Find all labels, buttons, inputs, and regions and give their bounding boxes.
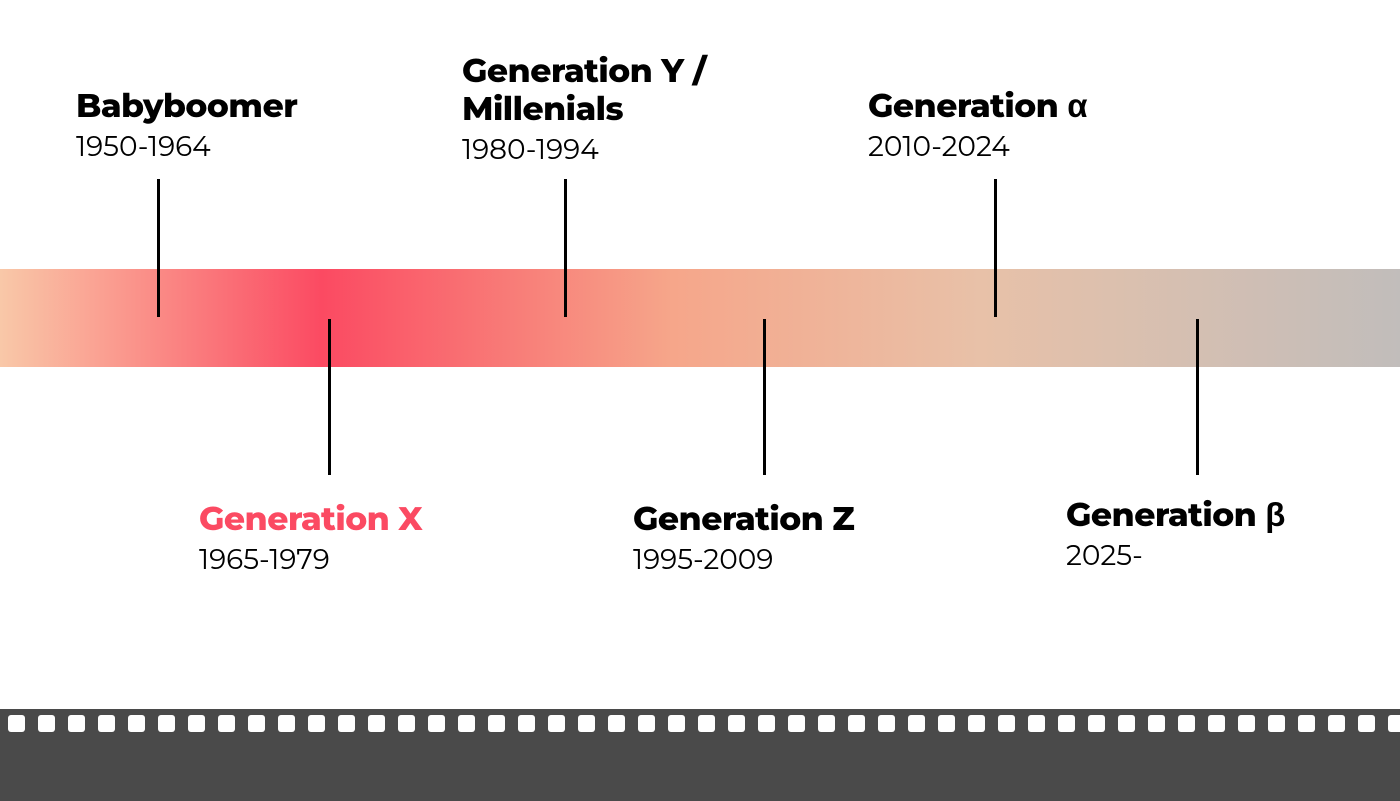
- film-hole: [1028, 715, 1045, 732]
- generation-gen-beta: Generation β 2025-: [1066, 497, 1285, 573]
- film-hole: [128, 715, 145, 732]
- generation-title: Generation X: [199, 501, 422, 539]
- film-hole: [1208, 715, 1225, 732]
- film-hole: [578, 715, 595, 732]
- film-hole: [788, 715, 805, 732]
- generation-title: Generation α: [868, 88, 1087, 126]
- tick-gen-y: [564, 179, 567, 317]
- generation-title: Generation Y / Millenials: [462, 53, 706, 129]
- film-hole: [698, 715, 715, 732]
- generation-years: 2010-2024: [868, 130, 1087, 164]
- film-hole: [68, 715, 85, 732]
- film-hole: [908, 715, 925, 732]
- film-hole: [338, 715, 355, 732]
- film-hole: [308, 715, 325, 732]
- generation-years: 1965-1979: [199, 543, 422, 577]
- film-hole: [428, 715, 445, 732]
- generation-years: 1950-1964: [76, 130, 297, 164]
- film-hole: [938, 715, 955, 732]
- film-hole: [1118, 715, 1135, 732]
- film-hole: [1358, 715, 1375, 732]
- generation-years: 1980-1994: [462, 133, 706, 167]
- tick-gen-x: [328, 319, 331, 475]
- film-hole: [38, 715, 55, 732]
- generation-babyboomer: Babyboomer 1950-1964: [76, 88, 297, 164]
- film-hole: [368, 715, 385, 732]
- tick-gen-beta: [1196, 319, 1199, 475]
- tick-gen-z: [763, 319, 766, 475]
- film-hole: [638, 715, 655, 732]
- film-hole: [518, 715, 535, 732]
- film-hole: [1268, 715, 1285, 732]
- film-hole: [1298, 715, 1315, 732]
- film-hole: [1088, 715, 1105, 732]
- film-hole: [488, 715, 505, 732]
- film-hole: [1058, 715, 1075, 732]
- film-hole: [98, 715, 115, 732]
- film-hole: [8, 715, 25, 732]
- film-hole: [1328, 715, 1345, 732]
- generation-gen-alpha: Generation α 2010-2024: [868, 88, 1087, 164]
- film-hole: [848, 715, 865, 732]
- film-hole: [278, 715, 295, 732]
- tick-babyboomer: [157, 179, 160, 317]
- generation-years: 1995-2009: [633, 543, 854, 577]
- film-hole: [1178, 715, 1195, 732]
- film-hole: [548, 715, 565, 732]
- film-hole: [878, 715, 895, 732]
- film-hole: [1238, 715, 1255, 732]
- film-hole: [1388, 715, 1400, 732]
- film-hole: [458, 715, 475, 732]
- film-hole: [818, 715, 835, 732]
- film-hole: [248, 715, 265, 732]
- generation-title: Generation β: [1066, 497, 1285, 535]
- generation-gen-x: Generation X 1965-1979: [199, 501, 422, 577]
- film-hole: [968, 715, 985, 732]
- film-hole: [668, 715, 685, 732]
- film-hole: [158, 715, 175, 732]
- generation-gen-y: Generation Y / Millenials 1980-1994: [462, 53, 706, 167]
- film-hole: [398, 715, 415, 732]
- film-hole: [188, 715, 205, 732]
- generation-gen-z: Generation Z 1995-2009: [633, 501, 854, 577]
- film-hole: [998, 715, 1015, 732]
- film-strip-holes: [0, 715, 1400, 733]
- generation-title: Babyboomer: [76, 88, 297, 126]
- film-hole: [758, 715, 775, 732]
- generation-years: 2025-: [1066, 539, 1285, 573]
- tick-gen-alpha: [994, 179, 997, 317]
- film-hole: [218, 715, 235, 732]
- timeline-gradient-bar: [0, 269, 1400, 367]
- film-strip: [0, 709, 1400, 801]
- film-hole: [728, 715, 745, 732]
- film-hole: [608, 715, 625, 732]
- film-hole: [1148, 715, 1165, 732]
- generation-title: Generation Z: [633, 501, 854, 539]
